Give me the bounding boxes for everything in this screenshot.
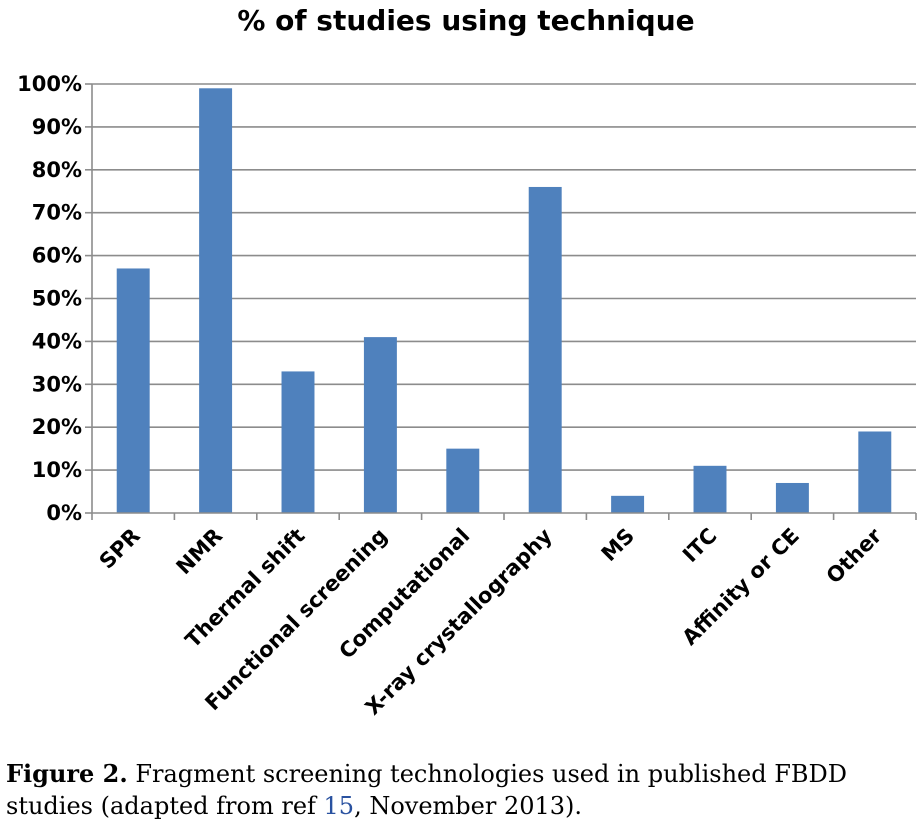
x-tick-label: MS [597, 524, 639, 566]
x-tick-label: SPR [95, 524, 145, 574]
y-tick-labels: 0% 10% 20% 30% 40% 50% 60% 70% 80% 90% 100% [17, 72, 82, 525]
y-tick-label: 30% [32, 372, 82, 396]
bar [775, 482, 809, 513]
bar [363, 337, 397, 513]
y-tick-label: 0% [46, 501, 82, 525]
y-tick-label: 60% [32, 244, 82, 268]
bar-chart: % of studies using technique 0% 10% 20% 30%… [17, 4, 917, 720]
y-tick-label: 100% [17, 72, 82, 96]
x-tick-label: ITC [678, 524, 722, 568]
y-tick-label: 90% [32, 115, 82, 139]
caption-ref-link[interactable]: 15 [323, 792, 355, 820]
bars [116, 88, 892, 513]
bar [858, 431, 892, 513]
y-tick-label: 20% [32, 415, 82, 439]
bar [528, 186, 562, 513]
x-tick-label: Other [822, 523, 887, 588]
caption-label: Figure 2. [6, 759, 128, 788]
y-tick-label: 50% [32, 287, 82, 311]
bar [693, 465, 727, 513]
bar [446, 448, 480, 513]
bar [116, 268, 150, 513]
x-tick-label: NMR [172, 524, 228, 580]
caption-text-before: Fragment screening technologies used in … [6, 760, 848, 820]
bar [281, 371, 315, 513]
y-tick-label: 70% [32, 201, 82, 225]
y-tick-label: 40% [32, 329, 82, 353]
y-tick-label: 80% [32, 158, 82, 182]
y-tick-label: 10% [32, 458, 82, 482]
figure-caption: Figure 2. Fragment screening technologie… [6, 758, 916, 822]
caption-text-after: , November 2013). [354, 792, 583, 820]
bar [611, 495, 645, 513]
bar [199, 88, 233, 513]
chart-title: % of studies using technique [237, 4, 694, 37]
axes [85, 83, 917, 520]
